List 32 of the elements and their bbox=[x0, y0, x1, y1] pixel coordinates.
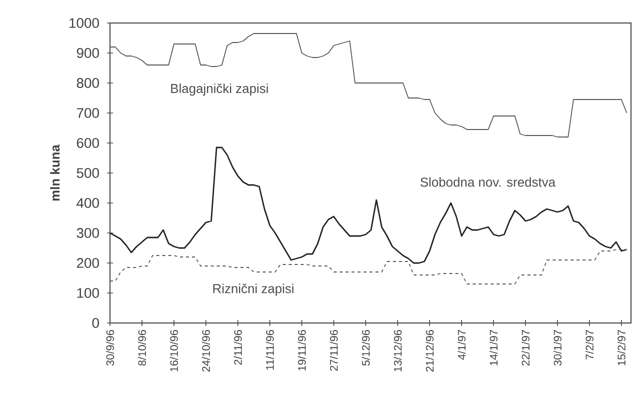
series-label: Blagajnički zapisi bbox=[171, 84, 268, 96]
x-tick-label: 27/11/96 bbox=[330, 330, 338, 371]
y-tick-label: 700 bbox=[76, 108, 99, 118]
x-tick-label: 8/10/96 bbox=[138, 330, 146, 366]
y-tick-label: 500 bbox=[76, 168, 99, 178]
y-tick-label: 800 bbox=[76, 78, 99, 88]
y-tick-label: 100 bbox=[77, 288, 99, 298]
y-tick-label: 300 bbox=[76, 228, 99, 238]
x-tick-label: 21/12/96 bbox=[426, 330, 434, 372]
y-tick-label: 900 bbox=[76, 48, 99, 58]
y-axis-title: mln kuna bbox=[50, 144, 60, 201]
x-tick-label: 30/9/96 bbox=[106, 330, 114, 366]
x-tick-label: 14/1/97 bbox=[490, 330, 498, 366]
series-label: Riznični zapisi bbox=[213, 284, 294, 296]
series-label: Slobodna nov. sredstva bbox=[420, 177, 556, 187]
x-tick-label: 4/1/97 bbox=[458, 330, 466, 360]
y-tick-label: 1000 bbox=[70, 18, 99, 28]
y-tick-label: 0 bbox=[92, 318, 99, 328]
x-tick-label: 30/1/97 bbox=[553, 330, 562, 366]
y-tick-label: 600 bbox=[76, 138, 99, 148]
y-tick-label: 400 bbox=[76, 198, 99, 208]
x-tick-label: 19/11/96 bbox=[298, 330, 306, 371]
x-tick-label: 24/10/96 bbox=[202, 330, 210, 372]
x-tick-label: 7/2/97 bbox=[585, 330, 594, 360]
x-tick-label: 2/11/96 bbox=[234, 330, 242, 365]
x-tick-label: 13/12/96 bbox=[394, 330, 402, 372]
x-tick-label: 11/11/96 bbox=[266, 330, 274, 370]
x-tick-label: 15/2/97 bbox=[617, 330, 626, 366]
x-tick-label: 5/12/96 bbox=[362, 330, 370, 366]
y-tick-label: 200 bbox=[76, 258, 99, 268]
x-tick-label: 22/1/97 bbox=[522, 330, 530, 366]
x-tick-label: 16/10/96 bbox=[170, 330, 178, 372]
